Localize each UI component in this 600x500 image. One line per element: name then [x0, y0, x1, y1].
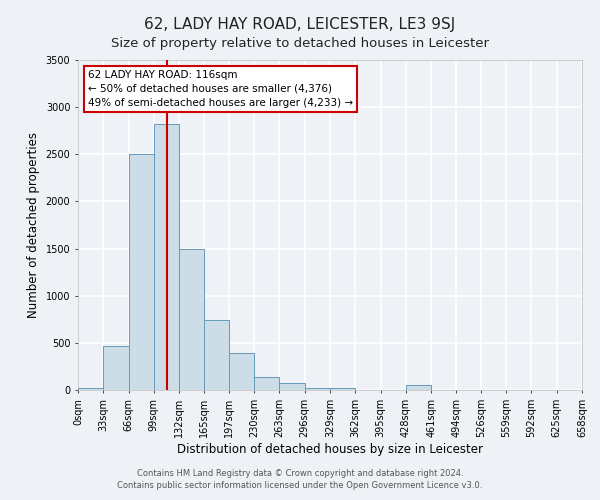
Bar [128, 154, 154, 390]
Bar [179, 248, 205, 390]
X-axis label: Distribution of detached houses by size in Leicester: Distribution of detached houses by size … [177, 442, 483, 456]
Bar [406, 385, 431, 390]
Bar [154, 124, 179, 390]
Bar [305, 388, 330, 390]
Text: 62 LADY HAY ROAD: 116sqm
← 50% of detached houses are smaller (4,376)
49% of sem: 62 LADY HAY ROAD: 116sqm ← 50% of detach… [88, 70, 353, 108]
Bar [205, 320, 229, 390]
Bar [229, 353, 254, 390]
Bar [254, 377, 280, 390]
Bar [103, 346, 128, 390]
Text: 62, LADY HAY ROAD, LEICESTER, LE3 9SJ: 62, LADY HAY ROAD, LEICESTER, LE3 9SJ [145, 18, 455, 32]
Bar [78, 388, 103, 390]
Bar [330, 388, 355, 390]
Bar [280, 383, 305, 390]
Text: Size of property relative to detached houses in Leicester: Size of property relative to detached ho… [111, 38, 489, 51]
Text: Contains HM Land Registry data © Crown copyright and database right 2024.
Contai: Contains HM Land Registry data © Crown c… [118, 468, 482, 490]
Y-axis label: Number of detached properties: Number of detached properties [27, 132, 40, 318]
